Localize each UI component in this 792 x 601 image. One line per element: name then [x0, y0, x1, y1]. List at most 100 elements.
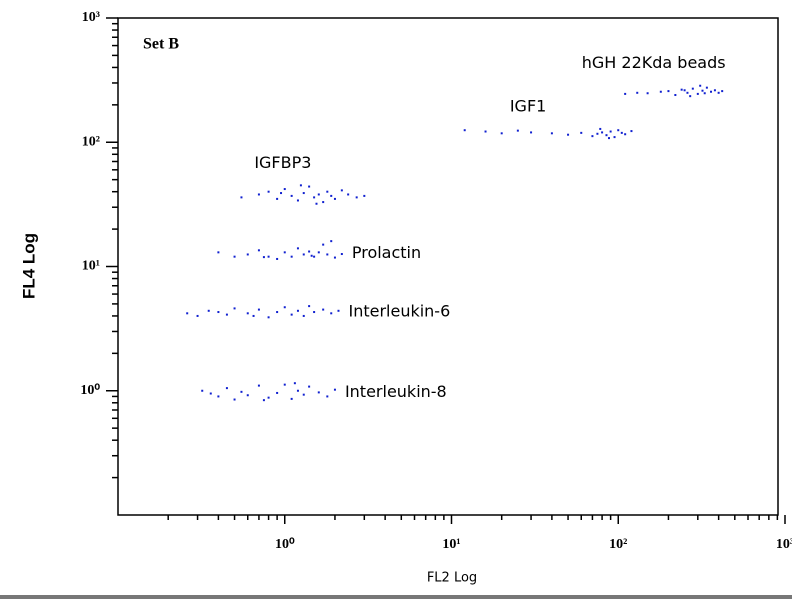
point — [225, 387, 228, 390]
point — [257, 308, 260, 311]
point — [276, 197, 279, 200]
y-tick-label: 10² — [82, 134, 100, 149]
point — [313, 255, 316, 258]
point — [257, 384, 260, 387]
y-tick-label: 10⁰ — [80, 383, 100, 398]
cluster-label: IGF1 — [510, 96, 547, 115]
point — [580, 131, 583, 134]
point — [636, 91, 639, 94]
x-axis-label: FL2 Log — [427, 571, 477, 586]
x-tick-label: 10¹ — [442, 537, 460, 552]
point — [276, 257, 279, 260]
point — [290, 313, 293, 316]
point — [276, 391, 279, 394]
point — [613, 136, 616, 139]
point — [257, 249, 260, 252]
point — [302, 393, 305, 396]
point — [262, 399, 265, 402]
x-tick-label: 10² — [609, 537, 627, 552]
point — [620, 131, 623, 134]
point — [233, 307, 236, 310]
point — [326, 190, 329, 193]
point — [699, 84, 702, 87]
point — [302, 253, 305, 256]
point — [624, 92, 627, 95]
y-tick-label: 10¹ — [82, 259, 100, 274]
point — [646, 92, 649, 95]
point — [667, 90, 670, 93]
point — [550, 132, 553, 135]
point — [246, 253, 249, 256]
point — [317, 391, 320, 394]
point — [607, 137, 610, 140]
point — [217, 251, 220, 254]
point — [317, 251, 320, 254]
point — [363, 194, 366, 197]
point — [691, 87, 694, 90]
point — [326, 395, 329, 398]
point — [717, 91, 720, 94]
point — [196, 314, 199, 317]
point — [326, 253, 329, 256]
point — [317, 193, 320, 196]
point — [296, 389, 299, 392]
point — [308, 305, 311, 308]
chart-title: Set B — [143, 36, 179, 53]
point — [246, 312, 249, 315]
point — [355, 196, 358, 199]
point — [267, 190, 270, 193]
point — [217, 311, 220, 314]
point — [322, 243, 325, 246]
point — [299, 184, 302, 187]
cluster-label: Interleukin-8 — [345, 382, 447, 401]
point — [330, 194, 333, 197]
point — [516, 129, 519, 132]
point — [257, 193, 260, 196]
point — [333, 197, 336, 200]
point — [599, 127, 602, 130]
point — [683, 89, 686, 92]
point — [240, 390, 243, 393]
point — [609, 130, 612, 133]
point — [315, 202, 318, 205]
point — [296, 199, 299, 202]
point — [322, 201, 325, 204]
point — [209, 392, 212, 395]
point — [283, 306, 286, 309]
point — [313, 311, 316, 314]
point — [308, 250, 311, 253]
point — [310, 254, 313, 257]
point — [233, 398, 236, 401]
point — [333, 388, 336, 391]
point — [308, 185, 311, 188]
point — [267, 316, 270, 319]
point — [302, 314, 305, 317]
point — [605, 134, 608, 137]
point — [276, 311, 279, 314]
point — [296, 309, 299, 312]
point — [240, 196, 243, 199]
point — [686, 91, 689, 94]
bottom-rule — [0, 595, 792, 599]
cluster-label: Prolactin — [352, 243, 421, 262]
point — [233, 255, 236, 258]
point — [689, 95, 692, 98]
point — [463, 129, 466, 132]
point — [280, 192, 283, 195]
point — [217, 395, 220, 398]
x-tick-label: 10⁰ — [275, 537, 295, 552]
cluster-label: hGH 22Kda beads — [582, 53, 726, 72]
point — [330, 240, 333, 243]
point — [313, 196, 316, 199]
point — [567, 133, 570, 136]
point — [701, 89, 704, 92]
x-tick-label: 10³ — [776, 537, 792, 552]
point — [186, 312, 189, 315]
point — [721, 90, 724, 93]
point — [340, 253, 343, 256]
point — [530, 131, 533, 134]
point — [703, 92, 706, 95]
point — [201, 389, 204, 392]
point — [484, 130, 487, 133]
